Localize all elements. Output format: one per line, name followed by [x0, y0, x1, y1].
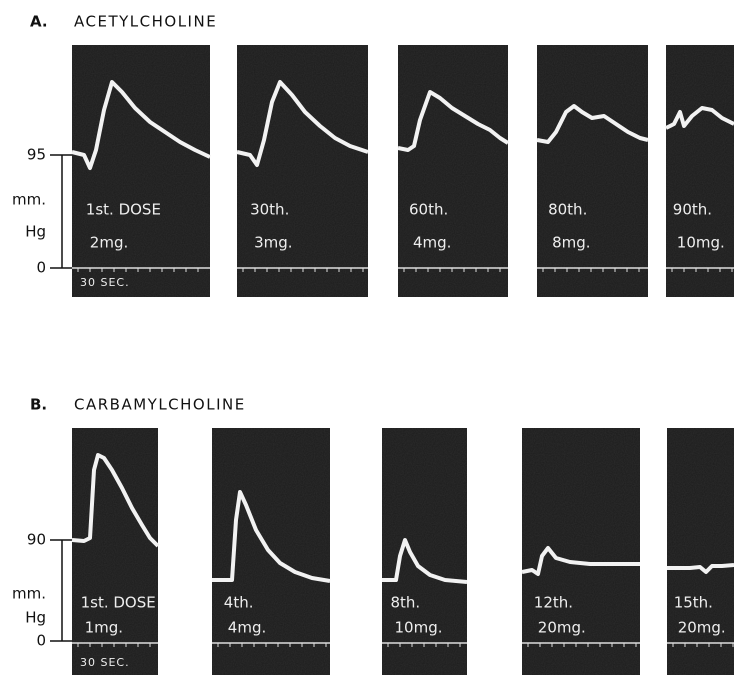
- trace-panel: 30th. 3mg.: [237, 45, 368, 297]
- axis-top-label: 90: [27, 531, 46, 549]
- axis-unit: mm.: [12, 585, 46, 603]
- dose-label: 4th.: [224, 594, 254, 612]
- amount-label: 20mg.: [678, 619, 726, 637]
- amount-label: 3mg.: [254, 234, 292, 252]
- amount-label: 1mg.: [85, 619, 123, 637]
- amount-label: 4mg.: [413, 234, 451, 252]
- panel-grain: [382, 428, 467, 675]
- panel-grain: [398, 45, 508, 297]
- axis-top-label: 95: [27, 146, 46, 164]
- dose-label: 12th.: [534, 594, 573, 612]
- axis-unit: Hg: [25, 609, 46, 627]
- dose-label: 15th.: [674, 594, 713, 612]
- panel-grain: [522, 428, 640, 675]
- figure-letter: B.: [30, 396, 47, 414]
- trace-panel: 12th. 20mg.: [522, 428, 640, 675]
- dose-label: 8th.: [391, 594, 421, 612]
- panel-grain: [537, 45, 648, 297]
- axis-unit: mm.: [12, 191, 46, 209]
- amount-label: 10mg.: [395, 619, 443, 637]
- figure-letter: A.: [30, 13, 48, 31]
- amount-label: 2mg.: [90, 234, 128, 252]
- trace-panel: 4th. 4mg.: [212, 428, 330, 675]
- figure-title: ACETYLCHOLINE: [74, 13, 217, 31]
- trace-panel: 1st. DOSE 1mg.: [72, 428, 158, 675]
- trace-panel: 90th. 10mg.: [666, 45, 734, 297]
- axis-unit: Hg: [25, 223, 46, 241]
- panel-grain: [72, 45, 210, 297]
- figure-a: A. ACETYLCHOLINE 95 mm. Hg 0 1st. DOSE 2mg. 30…: [12, 13, 734, 298]
- time-scale-label: 30 SEC.: [80, 276, 130, 289]
- trace-panel: 15th. 20mg.: [667, 428, 734, 675]
- trace-panel: 8th. 10mg.: [382, 428, 467, 675]
- panel-grain: [72, 428, 158, 675]
- dose-label: 60th.: [409, 201, 448, 219]
- dose-label: 1st. DOSE: [81, 594, 156, 612]
- amount-label: 10mg.: [677, 234, 725, 252]
- dose-label: 80th.: [548, 201, 587, 219]
- figure: A. ACETYLCHOLINE 95 mm. Hg 0 1st. DOSE 2mg. 30…: [0, 0, 734, 675]
- amount-label: 8mg.: [552, 234, 590, 252]
- trace-panel: 80th. 8mg.: [537, 45, 648, 297]
- axis-bracket: [50, 540, 72, 641]
- panel-grain: [667, 428, 734, 675]
- amount-label: 4mg.: [228, 619, 266, 637]
- axis-bracket: [50, 155, 72, 268]
- trace-panel: 1st. DOSE 2mg.: [72, 45, 210, 297]
- dose-label: 1st. DOSE: [86, 201, 161, 219]
- axis-bottom-label: 0: [36, 632, 46, 650]
- axis-bottom-label: 0: [36, 259, 46, 277]
- trace-panel: 60th. 4mg.: [398, 45, 508, 297]
- dose-label: 30th.: [250, 201, 289, 219]
- time-scale-label: 30 SEC.: [80, 656, 130, 669]
- panel-grain: [237, 45, 368, 297]
- figure-title: CARBAMYLCHOLINE: [74, 396, 246, 414]
- amount-label: 20mg.: [538, 619, 586, 637]
- figure-b: B. CARBAMYLCHOLINE 90 mm. Hg 0 1st. DOSE 1mg.…: [12, 396, 734, 675]
- panel-grain: [666, 45, 734, 297]
- dose-label: 90th.: [673, 201, 712, 219]
